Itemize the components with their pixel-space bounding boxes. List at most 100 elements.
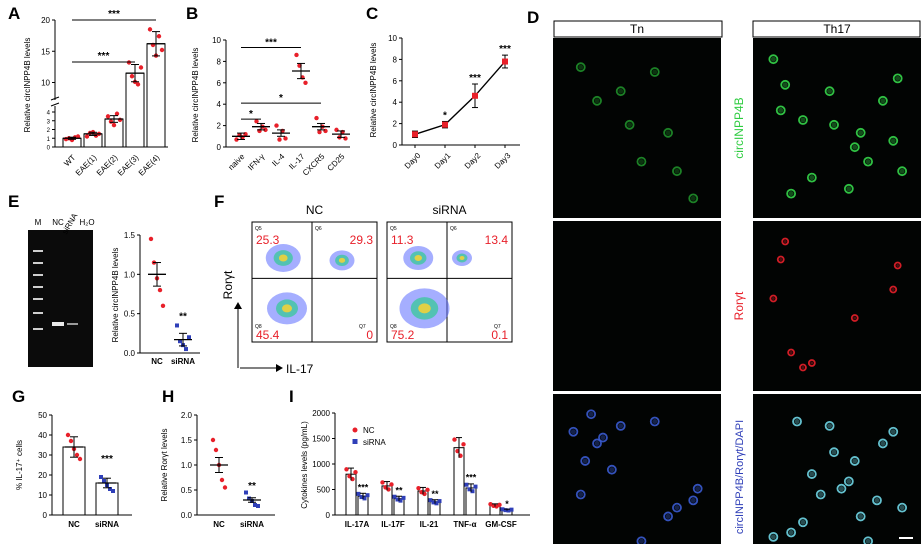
y-axis-label: Rorγt (221, 270, 235, 299)
density-peak (414, 255, 422, 261)
cell-fill (846, 186, 852, 192)
data-point (467, 487, 472, 492)
panel-e: E M NC siRNA H₂O 0.0 0.5 1.0 1.5 Relative circIN… (0, 190, 205, 375)
x-tick-label: CD25 (326, 152, 347, 173)
data-point (277, 137, 282, 142)
x-tick-label: EAE(1) (74, 153, 99, 178)
legend-label: NC (363, 426, 375, 435)
data-point (138, 65, 144, 70)
sig-label: *** (469, 73, 481, 84)
quad-value: 29.3 (350, 233, 374, 247)
cell (806, 172, 817, 183)
cell (889, 285, 898, 294)
y-tick-label: 2 (393, 120, 398, 129)
panel-i: I 0 500 1000 1500 2000 Cytokines levels (pg/m… (285, 385, 535, 545)
row-label: Rorγt (732, 291, 746, 320)
cell-fill (831, 449, 837, 455)
data-point (398, 498, 403, 503)
x-tick-label: IL-17A (345, 520, 370, 529)
cell (688, 495, 699, 506)
x-tick-label: NC (213, 520, 225, 529)
sig-label: * (505, 499, 509, 509)
cell-fill (891, 288, 895, 291)
data-point (108, 487, 112, 491)
quad-name: Q8 (255, 324, 262, 330)
cell-fill (770, 534, 776, 540)
quad-name: Q8 (390, 324, 397, 330)
data-point (213, 447, 219, 453)
data-point (365, 493, 370, 498)
y-tick-label: 40 (38, 431, 47, 440)
sig-label: * (249, 109, 253, 120)
data-point (509, 507, 514, 512)
panel-letter-d: D (527, 8, 540, 27)
cell (897, 502, 908, 513)
x-tick-label: EAE(2) (95, 153, 120, 178)
axis-break (50, 96, 60, 107)
data-point (317, 129, 322, 135)
cell (592, 95, 602, 106)
cell (807, 359, 816, 367)
gel-lane-label: M (35, 218, 42, 227)
y-tick-label: 20 (41, 16, 50, 25)
cell-fill (782, 82, 788, 88)
cell-fill (779, 258, 783, 261)
cell-fill (831, 122, 837, 128)
y-tick-label: 10 (38, 491, 47, 500)
cell (872, 495, 882, 506)
arrow-head (276, 364, 283, 372)
x-tick-label: Day3 (493, 151, 513, 171)
cell-fill (674, 168, 680, 174)
ladder-band (33, 250, 43, 252)
bar (146, 43, 166, 148)
x-tick-label: siRNA (95, 520, 119, 529)
cell-fill (783, 240, 787, 243)
cell (615, 86, 626, 97)
cell-fill (874, 497, 880, 503)
data-point (263, 127, 268, 133)
sig-label: ** (248, 481, 256, 492)
x-tick-label: IFN-γ (246, 152, 266, 172)
data-point (353, 469, 358, 475)
data-point (184, 347, 188, 352)
cell-fill (674, 505, 680, 511)
cell (636, 536, 647, 544)
data-point (425, 487, 430, 493)
cell (786, 188, 797, 199)
cell (598, 432, 608, 443)
y-axis-label: Relative circINPP4B levels (23, 38, 32, 133)
quad-value: 75.2 (391, 328, 415, 342)
cell-fill (609, 467, 615, 473)
cell-fill (638, 538, 644, 544)
cell-fill (789, 351, 793, 354)
density-peak (278, 254, 288, 262)
cell (787, 348, 796, 357)
panel-letter-c: C (366, 4, 379, 23)
cell-fill (690, 497, 696, 503)
cell-fill (627, 122, 633, 128)
panel-letter-e: E (8, 192, 20, 211)
microscopy-grid: Tn Th17 circINPP4B Rorγt circINPP4B/Rorγt/DA… (553, 20, 921, 544)
cell-fill (818, 492, 824, 498)
data-point (74, 452, 80, 458)
data-point (84, 134, 90, 139)
cell (768, 531, 779, 542)
cell-fill (652, 419, 658, 425)
gel-lane-label: H₂O (79, 218, 94, 227)
cell-fill (665, 513, 671, 519)
y-tick-label: 30 (38, 451, 47, 460)
x-tick-label: Day2 (463, 151, 483, 171)
micrograph (553, 221, 721, 391)
data-point (99, 475, 103, 479)
y-tick-label: 1.5 (181, 436, 193, 445)
cell-fill (800, 117, 806, 123)
cell-fill (638, 159, 644, 165)
y-tick-label: 4 (217, 100, 222, 109)
data-point (114, 111, 120, 116)
data-point (506, 508, 511, 513)
y-axis-label: Cytokines levels (pg/mL) (300, 421, 309, 509)
sig-label: *** (108, 9, 120, 20)
data-point (148, 236, 154, 242)
data-point (77, 456, 83, 462)
